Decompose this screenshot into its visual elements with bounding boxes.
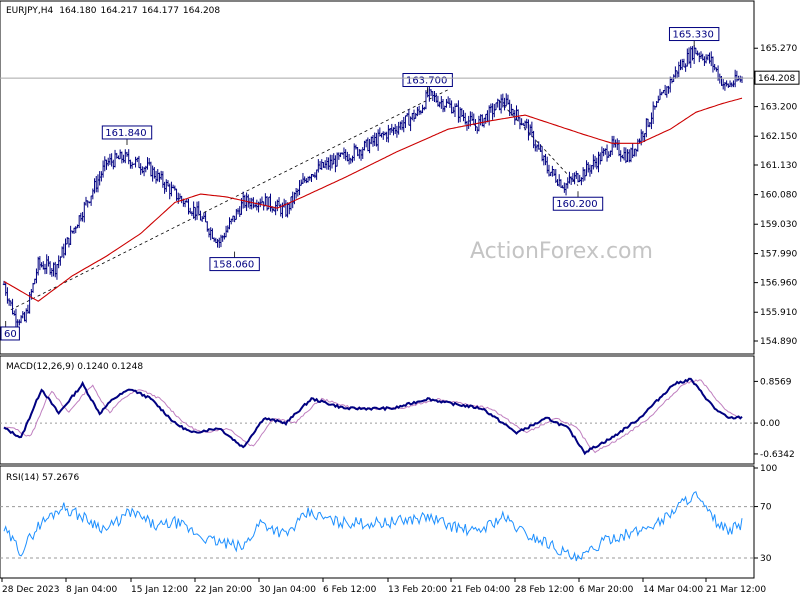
price-axis-label: 163.200 (760, 103, 797, 113)
x-axis-label: 21 Feb 04:00 (451, 585, 510, 595)
watermark: ActionForex.com (470, 239, 653, 264)
callout-box (209, 257, 260, 272)
price-axis-label: 161.130 (760, 161, 797, 171)
price-callout: 160.200 (552, 191, 604, 211)
rsi-axis-label: 70 (760, 503, 772, 513)
callout-box (402, 73, 453, 88)
x-axis-label: 14 Mar 04:00 (643, 585, 703, 595)
x-axis-label: 15 Jan 12:00 (131, 585, 188, 595)
x-axis-label: 30 Jan 04:00 (259, 585, 316, 595)
macd-axis-label: 0.00 (760, 419, 780, 429)
x-axis-label: 22 Jan 20:00 (195, 585, 252, 595)
price-callout: 163.700 (402, 73, 453, 93)
price-callout: 161.840 (101, 125, 153, 145)
x-axis-label: 21 Mar 12:00 (706, 585, 766, 595)
moving-average-line (3, 97, 743, 302)
price-title: EURJPY,H4 164.180 164.217 164.177 164.208 (6, 6, 220, 16)
callout-label: 160.200 (556, 199, 597, 210)
x-axis-label: 6 Feb 12:00 (323, 585, 377, 595)
x-axis-label: 6 Mar 20:00 (579, 585, 634, 595)
macd-axis-label: -0.6342 (760, 450, 795, 460)
callout-box (101, 125, 153, 140)
macd-title: MACD(12,26,9) 0.1240 0.1248 (6, 362, 143, 372)
macd-axis-label: 0.8569 (760, 377, 792, 387)
price-axis-label: 155.910 (760, 308, 797, 318)
x-axis-label: 8 Jan 04:00 (66, 585, 118, 595)
price-axis-label: 160.080 (760, 191, 797, 201)
x-axis-label: 28 Feb 12:00 (515, 585, 574, 595)
callout-box (668, 27, 720, 42)
price-axis-label: 156.960 (760, 279, 797, 289)
rsi-axis-label: 100 (760, 464, 777, 474)
price-callout: 158.060 (209, 251, 260, 272)
current-price-marker: 164.208 (0, 70, 800, 85)
price-axis-label: 154.890 (760, 337, 797, 347)
callout-label: 158.060 (213, 260, 254, 271)
callout-box (0, 326, 20, 341)
rsi-line (3, 491, 743, 562)
rsi-axis-label: 30 (760, 554, 772, 564)
trendline (499, 100, 579, 186)
price-axis-label: 165.270 (760, 44, 797, 54)
price-panel-frame (0, 0, 755, 355)
callout-label: 163.700 (406, 76, 447, 87)
callout-box (552, 196, 604, 211)
callout-label: 161.840 (105, 128, 146, 139)
macd-panel-frame (0, 355, 755, 465)
callout-label: 60 (4, 329, 17, 340)
x-axis-label: 13 Feb 20:00 (388, 585, 447, 595)
macd-line (3, 377, 743, 456)
rsi-title: RSI(14) 57.2676 (6, 473, 79, 483)
price-axis-label: 159.030 (760, 220, 797, 230)
price-callout: 165.330 (668, 27, 720, 47)
current-price-label: 164.208 (758, 74, 795, 84)
price-callout: 60 (0, 320, 20, 341)
callout-label: 165.330 (672, 30, 713, 41)
price-axis-label: 162.150 (760, 132, 797, 142)
rsi-panel-frame (0, 465, 755, 579)
price-axis-label: 157.990 (760, 250, 797, 260)
x-axis-label: 28 Dec 2023 (2, 585, 60, 595)
